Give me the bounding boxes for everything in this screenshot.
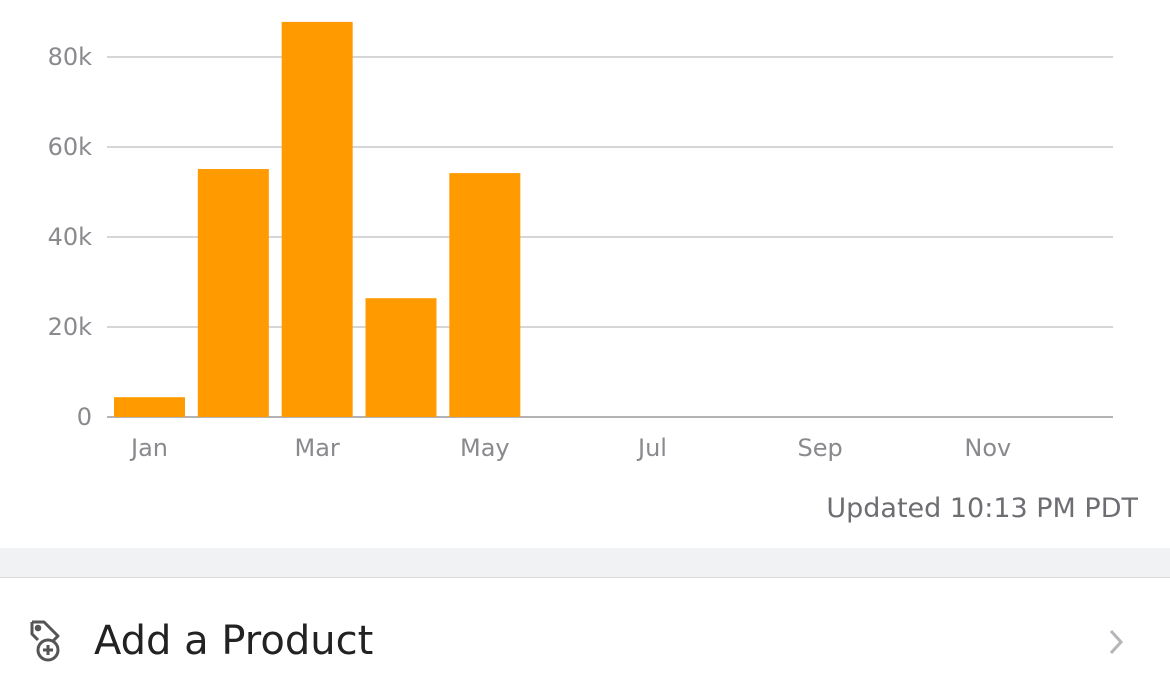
sales-bar-chart: 0 20k 40k 60k 80k Jan Mar May Jul Sep Nov [48, 21, 1113, 462]
bar-feb [197, 169, 269, 417]
x-tick-label: Jul [636, 434, 667, 462]
section-separator [0, 548, 1170, 578]
y-tick-label: 40k [48, 223, 93, 251]
x-tick-label: Mar [295, 434, 340, 462]
updated-timestamp: Updated 10:13 PM PDT [826, 493, 1138, 524]
y-tick-label: 0 [77, 403, 92, 431]
y-tick-label: 60k [48, 133, 93, 161]
x-tick-label: Nov [964, 434, 1011, 462]
y-tick-label: 80k [48, 43, 93, 71]
bar-may [449, 173, 521, 417]
x-tick-label: May [460, 434, 510, 462]
bar-mar [281, 21, 353, 418]
add-product-label: Add a Product [94, 618, 374, 664]
bar-jan [114, 397, 185, 417]
tag-plus-icon [28, 616, 72, 668]
bar-apr [365, 298, 437, 417]
y-tick-label: 20k [48, 313, 93, 341]
add-product-row[interactable]: Add a Product [0, 578, 1170, 700]
chevron-right-icon [1108, 628, 1124, 660]
x-tick-label: Sep [798, 434, 843, 462]
x-tick-label: Jan [129, 434, 168, 462]
